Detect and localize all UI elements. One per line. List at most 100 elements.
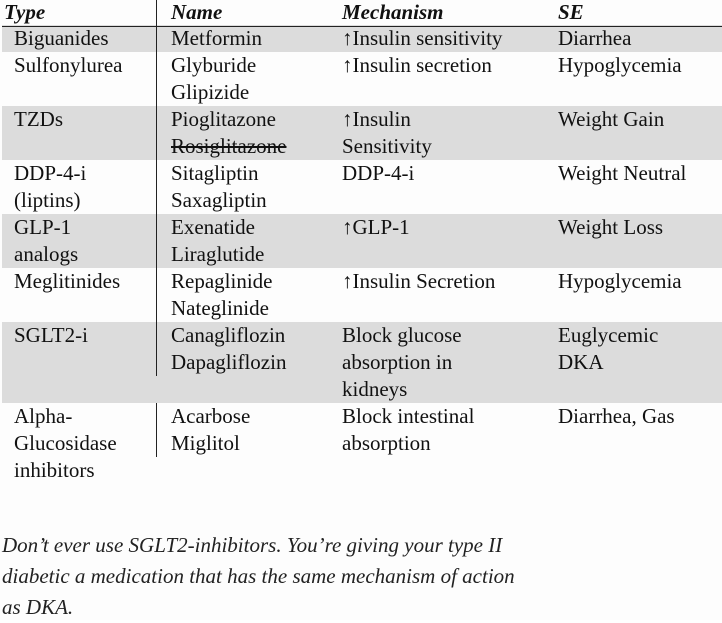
cell-text: Pioglitazone	[171, 107, 276, 131]
header-type: Type	[4, 0, 46, 24]
table-row: Meglitinides Repaglinide Nateglinide ↑Insul…	[2, 268, 722, 322]
cell-text: SGLT2-i	[14, 323, 88, 347]
cell-type: Alpha- Glucosidase inhibitors	[2, 403, 156, 484]
cell-type: GLP-1 analogs	[2, 214, 156, 268]
cell-text: ↑Insulin sensitivity	[342, 26, 503, 50]
cell-mechanism: ↑Insulin sensitivity	[328, 25, 544, 52]
cell-text: absorption	[342, 431, 431, 455]
cell-text: kidneys	[342, 377, 408, 401]
cell-se: Diarrhea, Gas	[544, 403, 722, 430]
cell-se: Weight Loss	[544, 214, 722, 241]
cell-type: DDP-4-i (liptins)	[2, 160, 156, 214]
cell-se: Hypoglycemia	[544, 268, 722, 295]
cell-type: Biguanides	[2, 25, 156, 52]
cell-name: Pioglitazone Rosiglitazone	[156, 106, 328, 160]
cell-text: ↑GLP-1	[342, 215, 410, 239]
note-line: diabetic a medication that has the same …	[2, 564, 515, 588]
cell-text: inhibitors	[14, 458, 95, 482]
cell-text: Repaglinide	[171, 269, 273, 293]
cell-text: Hypoglycemia	[558, 269, 682, 293]
cell-text: ↑Insulin Secretion	[342, 269, 496, 293]
table-row: Alpha- Glucosidase inhibitors Acarbose Migli…	[2, 403, 722, 484]
cell-text: Meglitinides	[14, 269, 121, 293]
cell-text: DKA	[558, 350, 604, 374]
cell-se: Diarrhea	[544, 25, 722, 52]
cell-text: ↑Insulin	[342, 107, 411, 131]
header-se: SE	[558, 0, 584, 24]
note-line: Don’t ever use SGLT2-inhibitors. You’re …	[2, 533, 503, 557]
cell-text: Rosiglitazone	[171, 134, 287, 158]
cell-name: Metformin	[156, 25, 328, 52]
cell-name: Sitagliptin Saxagliptin	[156, 160, 328, 214]
cell-text: analogs	[14, 242, 79, 266]
cell-mechanism: ↑Insulin secretion	[328, 52, 544, 79]
table-row: TZDs Pioglitazone Rosiglitazone ↑Insulin Sen…	[2, 106, 722, 160]
cell-type: TZDs	[2, 106, 156, 133]
cell-text: Block glucose	[342, 323, 462, 347]
cell-text: Acarbose	[171, 404, 251, 428]
cell-mechanism: DDP-4-i	[328, 160, 544, 187]
cell-type: Meglitinides	[2, 268, 156, 295]
cell-text: Nateglinide	[171, 296, 269, 320]
cell-text: Miglitol	[171, 431, 240, 455]
cell-text: Sitagliptin	[171, 161, 259, 185]
cell-text: Exenatide	[171, 215, 255, 239]
cell-text: Diarrhea, Gas	[558, 404, 675, 428]
cell-text: Canagliflozin	[171, 323, 286, 347]
cell-text: Biguanides	[14, 26, 109, 50]
cell-name: Exenatide Liraglutide	[156, 214, 328, 268]
cell-text: absorption in	[342, 350, 453, 374]
cell-text: DDP-4-i	[342, 161, 415, 185]
table-row: DDP-4-i (liptins) Sitagliptin Saxagliptin DD…	[2, 160, 722, 214]
cell-mechanism: ↑GLP-1	[328, 214, 544, 241]
cell-mechanism: ↑Insulin Sensitivity	[328, 106, 544, 160]
cell-text: (liptins)	[14, 188, 81, 212]
cell-se: Weight Neutral	[544, 160, 722, 187]
cell-mechanism: Block glucose absorption in kidneys	[328, 322, 544, 403]
header-rule	[2, 26, 722, 27]
cell-text: Weight Gain	[558, 107, 665, 131]
cell-text: Weight Loss	[558, 215, 664, 239]
table-row: GLP-1 analogs Exenatide Liraglutide ↑GLP-1 We…	[2, 214, 722, 268]
cell-mechanism: ↑Insulin Secretion	[328, 268, 544, 295]
table-header-row: Type Name Mechanism SE	[2, 0, 722, 25]
cell-name: Glyburide Glipizide	[156, 52, 328, 106]
note-line: as DKA.	[2, 595, 74, 619]
cell-text: Block intestinal	[342, 404, 475, 428]
note-paragraph: Don’t ever use SGLT2-inhibitors. You’re …	[2, 530, 602, 623]
cell-text: Euglycemic	[558, 323, 659, 347]
diabetes-drug-table: Type Name Mechanism SE Biguanides Metform…	[2, 0, 722, 484]
cell-name: Acarbose Miglitol	[156, 403, 328, 457]
cell-text: Diarrhea	[558, 26, 632, 50]
cell-text: Glipizide	[171, 80, 250, 104]
cell-type: Sulfonylurea	[2, 52, 156, 79]
cell-se: Hypoglycemia	[544, 52, 722, 79]
table-row: Sulfonylurea Glyburide Glipizide ↑Insulin s…	[2, 52, 722, 106]
cell-text: Alpha-	[14, 404, 73, 428]
cell-type: SGLT2-i	[2, 322, 156, 349]
cell-text: Liraglutide	[171, 242, 265, 266]
table-row: SGLT2-i Canagliflozin Dapagliflozin Block g…	[2, 322, 722, 403]
cell-text: Weight Neutral	[558, 161, 687, 185]
cell-text: Sulfonylurea	[14, 53, 123, 77]
cell-name: Repaglinide Nateglinide	[156, 268, 328, 322]
cell-text: Saxagliptin	[171, 188, 267, 212]
header-mechanism: Mechanism	[342, 0, 444, 24]
table-row: Biguanides Metformin ↑Insulin sensitivity D…	[2, 25, 722, 52]
cell-text: GLP-1	[14, 215, 72, 239]
cell-se: Weight Gain	[544, 106, 722, 133]
cell-text: Glucosidase	[14, 431, 117, 455]
cell-text: ↑Insulin secretion	[342, 53, 492, 77]
cell-text: Glyburide	[171, 53, 257, 77]
cell-text: Metformin	[171, 26, 262, 50]
cell-name: Canagliflozin Dapagliflozin	[156, 322, 328, 376]
cell-se: Euglycemic DKA	[544, 322, 722, 376]
cell-text: Hypoglycemia	[558, 53, 682, 77]
cell-text: TZDs	[14, 107, 63, 131]
cell-text: DDP-4-i	[14, 161, 87, 185]
cell-text: Dapagliflozin	[171, 350, 287, 374]
table-body: Biguanides Metformin ↑Insulin sensitivity D…	[2, 25, 722, 484]
header-name: Name	[156, 0, 328, 25]
cell-mechanism: Block intestinal absorption	[328, 403, 544, 457]
